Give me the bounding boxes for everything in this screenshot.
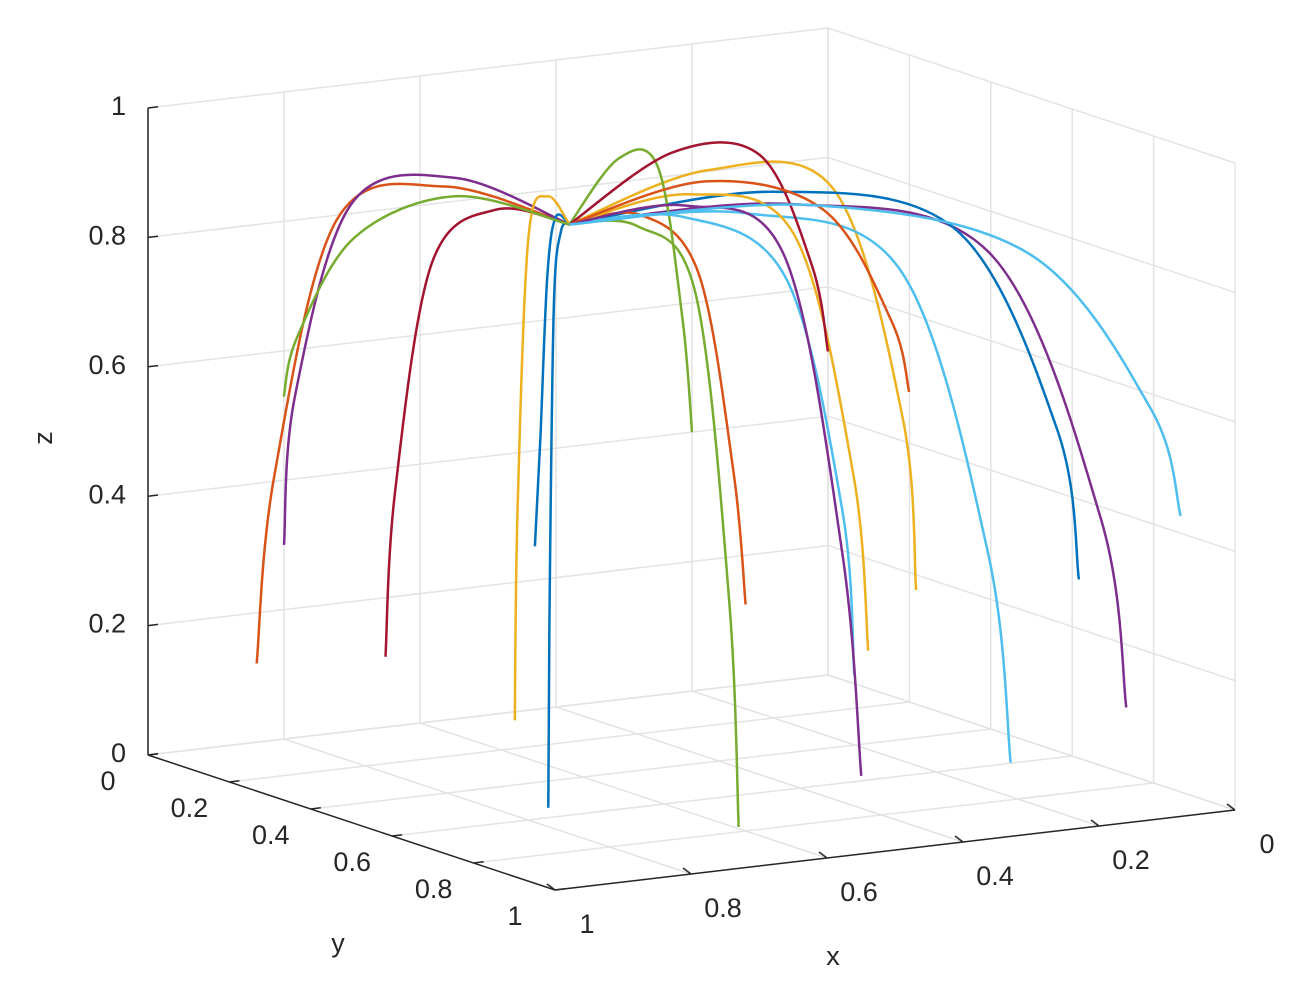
- grid-line: [827, 286, 1236, 423]
- grid-line: [827, 544, 1236, 682]
- grid-line: [827, 674, 1236, 811]
- x-tick: [954, 835, 964, 843]
- y-tick: [554, 888, 566, 891]
- grid-line: [827, 27, 1236, 164]
- trajectory: [568, 141, 830, 352]
- z-axis-label: z: [28, 431, 58, 445]
- y-tick-label: 0.4: [252, 820, 290, 850]
- trajectory: [569, 203, 863, 777]
- grid-line: [310, 728, 991, 810]
- y-tick-label: 0: [100, 766, 115, 796]
- trajectory: [533, 213, 571, 547]
- x-tick-label: 0: [1259, 829, 1274, 859]
- trajectory: [547, 222, 571, 808]
- trajectory: [569, 210, 1012, 763]
- x-tick-label: 0.4: [976, 861, 1014, 891]
- y-tick-label: 0.6: [333, 847, 371, 877]
- x-tick-label: 0.2: [1112, 845, 1150, 875]
- y-tick-label: 1: [507, 901, 522, 931]
- trajectory: [569, 193, 870, 651]
- grid-line: [392, 755, 1073, 837]
- trajectory: [282, 173, 570, 545]
- z-tick-label: 0.6: [88, 350, 126, 380]
- z-tick: [147, 235, 159, 239]
- y-tick: [229, 780, 240, 783]
- x-tick-label: 0.6: [840, 877, 878, 907]
- grid-line: [147, 27, 829, 109]
- x-tick: [546, 883, 556, 891]
- grid-line: [827, 156, 1236, 294]
- y-tick: [147, 753, 159, 756]
- grid-line: [147, 286, 829, 368]
- grid-line: [473, 782, 1154, 864]
- trajectory: [569, 211, 747, 605]
- z-tick-label: 0.4: [88, 479, 126, 509]
- grid-line: [147, 544, 829, 627]
- grid-line: [691, 690, 1100, 827]
- y-axis-label: y: [331, 928, 345, 958]
- z-tick-label: 1: [111, 91, 126, 121]
- y-tick-label: 0.2: [171, 793, 209, 823]
- x-tick: [1090, 819, 1100, 827]
- trajectory: [569, 219, 740, 827]
- trajectory: [255, 182, 570, 664]
- y-tick-label: 0.8: [415, 874, 453, 904]
- trajectory: [569, 190, 1081, 580]
- y-axis: [147, 754, 556, 891]
- z-tick: [147, 494, 159, 497]
- x-axis-label: x: [826, 941, 840, 971]
- y-tick: [392, 834, 403, 837]
- grid-line: [229, 701, 910, 783]
- x-axis: [554, 809, 1236, 891]
- trajectory: [568, 160, 918, 591]
- z-tick: [147, 106, 159, 109]
- trajectory: [569, 203, 1182, 517]
- x-tick: [818, 851, 828, 859]
- z-tick-label: 0: [111, 738, 126, 768]
- x-tick: [1226, 803, 1236, 811]
- y-tick: [310, 807, 321, 810]
- z-tick-label: 0.8: [88, 221, 126, 251]
- z-tick: [147, 623, 159, 627]
- grid-line: [147, 156, 829, 239]
- trajectory: [282, 194, 570, 397]
- z-tick-label: 0.2: [88, 609, 126, 639]
- z-tick: [147, 364, 159, 368]
- trajectory: [513, 194, 571, 721]
- y-tick: [473, 861, 484, 864]
- grid-line: [555, 706, 964, 843]
- trajectory: [384, 207, 570, 657]
- grid-line: [827, 415, 1236, 552]
- grid-line: [283, 738, 692, 875]
- x-tick-label: 1: [579, 909, 594, 939]
- grid-line: [147, 674, 829, 756]
- x-tick-label: 0.8: [704, 893, 742, 923]
- x-tick: [682, 867, 692, 875]
- trajectory: [568, 148, 694, 433]
- grid-line: [419, 722, 828, 859]
